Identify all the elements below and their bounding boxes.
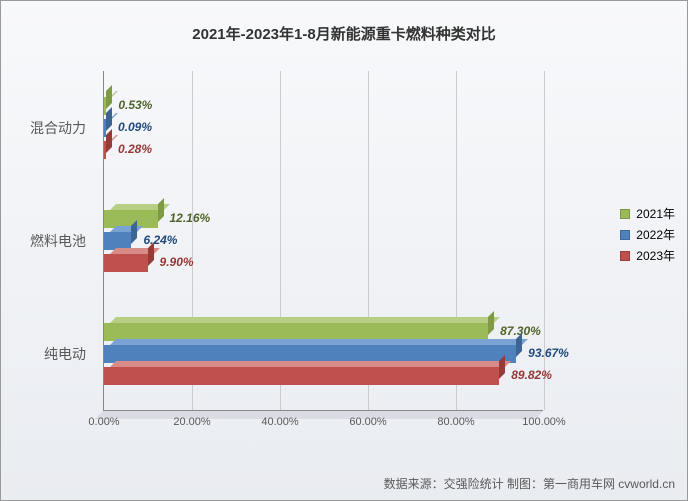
- plot-floor: [95, 411, 543, 419]
- legend-label: 2023年: [636, 247, 675, 264]
- legend-item: 2021年: [620, 205, 675, 222]
- data-label: 89.82%: [511, 368, 552, 382]
- data-label: 0.53%: [118, 98, 152, 112]
- data-label: 6.24%: [143, 233, 177, 247]
- y-tick-label: 燃料电池: [30, 231, 104, 251]
- bar: [104, 254, 148, 272]
- x-tick-label: 80.00%: [437, 410, 474, 428]
- legend-swatch: [620, 251, 630, 261]
- y-tick-label: 纯电动: [44, 344, 104, 364]
- legend: 2021年 2022年 2023年: [620, 201, 675, 268]
- plot-area: 0.00%20.00%40.00%60.00%80.00%100.00%纯电动8…: [103, 71, 543, 411]
- data-label: 9.90%: [160, 255, 194, 269]
- bar: [104, 367, 499, 385]
- x-tick-label: 20.00%: [173, 410, 210, 428]
- y-tick-label: 混合动力: [30, 118, 104, 138]
- bar: [104, 141, 106, 159]
- legend-item: 2023年: [620, 247, 675, 264]
- x-tick-label: 60.00%: [349, 410, 386, 428]
- legend-swatch: [620, 209, 630, 219]
- x-tick-label: 40.00%: [261, 410, 298, 428]
- chart-title: 2021年-2023年1-8月新能源重卡燃料种类对比: [1, 23, 687, 44]
- data-label: 0.09%: [118, 120, 152, 134]
- legend-label: 2022年: [636, 226, 675, 243]
- legend-swatch: [620, 230, 630, 240]
- source-attribution: 数据来源：交强险统计 制图：第一商用车网 cvworld.cn: [384, 475, 675, 492]
- data-label: 0.28%: [118, 142, 152, 156]
- x-tick-label: 100.00%: [522, 410, 565, 428]
- data-label: 93.67%: [528, 346, 569, 360]
- data-label: 12.16%: [170, 211, 211, 225]
- legend-item: 2022年: [620, 226, 675, 243]
- legend-label: 2021年: [636, 205, 675, 222]
- x-tick-label: 0.00%: [88, 410, 119, 428]
- chart-frame: 2021年-2023年1-8月新能源重卡燃料种类对比 0.00%20.00%40…: [0, 0, 688, 501]
